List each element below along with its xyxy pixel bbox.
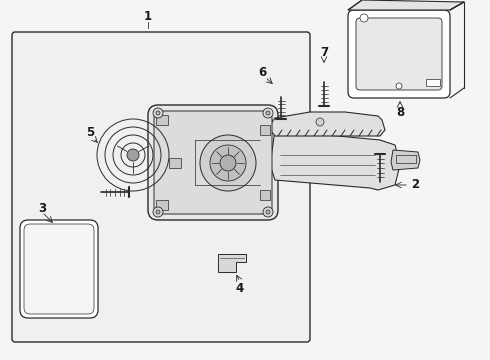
Circle shape xyxy=(156,111,160,115)
FancyBboxPatch shape xyxy=(348,10,450,98)
Circle shape xyxy=(266,210,270,214)
Circle shape xyxy=(263,207,273,217)
Text: 3: 3 xyxy=(38,202,46,215)
Text: 7: 7 xyxy=(320,45,328,58)
Circle shape xyxy=(263,108,273,118)
Circle shape xyxy=(360,14,368,22)
Circle shape xyxy=(316,118,324,126)
Text: 6: 6 xyxy=(258,66,266,78)
Polygon shape xyxy=(270,130,400,190)
Circle shape xyxy=(156,210,160,214)
Text: 4: 4 xyxy=(236,282,244,294)
Circle shape xyxy=(153,207,163,217)
Circle shape xyxy=(210,145,246,181)
Text: 1: 1 xyxy=(144,9,152,22)
Polygon shape xyxy=(391,150,420,170)
Circle shape xyxy=(127,149,139,161)
Bar xyxy=(260,190,270,200)
Circle shape xyxy=(266,111,270,115)
FancyBboxPatch shape xyxy=(356,18,442,90)
Circle shape xyxy=(153,108,163,118)
Circle shape xyxy=(396,83,402,89)
Circle shape xyxy=(220,155,236,171)
Circle shape xyxy=(200,135,256,191)
Bar xyxy=(156,200,168,210)
FancyBboxPatch shape xyxy=(20,220,98,318)
Text: 5: 5 xyxy=(86,126,94,139)
Bar xyxy=(169,158,181,168)
FancyBboxPatch shape xyxy=(154,111,272,214)
FancyBboxPatch shape xyxy=(24,224,94,314)
FancyBboxPatch shape xyxy=(12,32,310,342)
Text: 8: 8 xyxy=(396,105,404,118)
Polygon shape xyxy=(218,254,246,272)
Polygon shape xyxy=(270,112,385,136)
Polygon shape xyxy=(348,0,464,10)
Bar xyxy=(260,125,270,135)
Bar xyxy=(156,115,168,125)
Bar xyxy=(426,79,440,86)
FancyBboxPatch shape xyxy=(148,105,278,220)
Text: 2: 2 xyxy=(411,179,419,192)
